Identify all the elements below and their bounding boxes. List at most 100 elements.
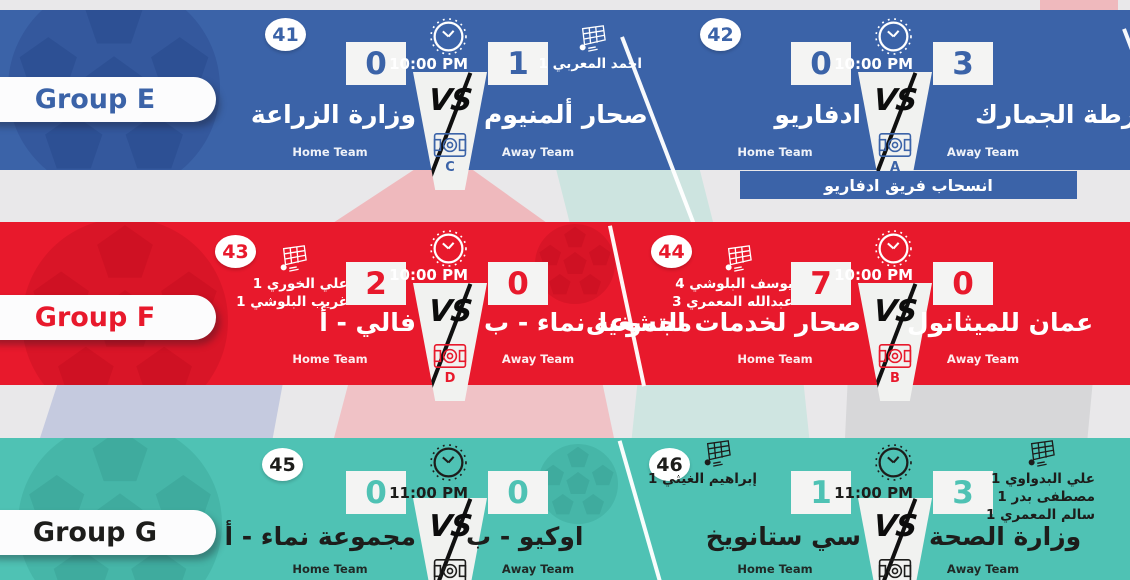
goal-icon: [724, 245, 752, 272]
match-46-card: 46 إبراهيم الغيثي 1 1 11:00 PM 3 علي الب…: [635, 438, 1130, 580]
match-41-card: 41 0 10:00 PM 1 احمد المعربي 1 VS C وزار…: [190, 10, 710, 190]
away-team-label: Away Team: [501, 562, 575, 576]
vs-badge: VS D: [413, 283, 487, 401]
kickoff-time: 11:00 PM: [389, 484, 468, 502]
away-score: 3: [933, 42, 993, 85]
goal-icon: [578, 25, 606, 52]
match-number-badge: 41: [265, 18, 306, 51]
home-team-label: Home Team: [292, 145, 368, 159]
home-score: 0: [791, 42, 851, 85]
vs-label: VS: [426, 83, 474, 118]
kickoff-time: 10:00 PM: [834, 55, 913, 73]
away-team-label: Away Team: [946, 352, 1020, 366]
goal-icon: [1027, 440, 1055, 467]
goal-icon: [703, 440, 731, 467]
match-number-badge: 44: [651, 235, 692, 268]
background-shape: [1040, 0, 1118, 10]
group-letter: D: [444, 371, 456, 386]
home-team-name: فالي - أ: [319, 308, 416, 337]
away-team-label: Away Team: [946, 145, 1020, 159]
group-g-band: Group G 45 0 11:00 PM 0 VS مجموعة نماء -…: [0, 438, 1130, 580]
scorer-line: احمد المعربي 1: [538, 56, 642, 72]
scorer-line: عبدالله المعمري 3: [672, 294, 793, 310]
home-team-label: Home Team: [737, 562, 813, 576]
away-team-label: Away Team: [501, 352, 575, 366]
home-score: 0: [346, 471, 406, 514]
home-score: 7: [791, 262, 851, 305]
match-number-badge: 42: [700, 18, 741, 51]
vs-label: VS: [426, 294, 474, 329]
away-score: 1: [488, 42, 548, 85]
match-44-card: 44 يوسف البلوشي 4 عبدالله المعمري 3 7 10…: [585, 222, 1130, 401]
scorer-line: يوسف البلوشي 4: [675, 276, 793, 292]
match-number-badge: 46: [649, 448, 690, 481]
home-team-label: Home Team: [737, 352, 813, 366]
kickoff-time: 10:00 PM: [389, 55, 468, 73]
withdrawal-banner: انسحاب فريق ادفاريو: [740, 171, 1077, 199]
home-team-name: صحار لخدمات التشغيل: [585, 308, 861, 337]
scorer-line: إبراهيم الغيثي 1: [648, 471, 757, 487]
group-letter: B: [890, 371, 900, 386]
clock-icon: [430, 444, 467, 481]
home-team-name: ادفاريو: [774, 100, 861, 129]
away-score: 0: [488, 471, 548, 514]
clock-icon: [875, 230, 912, 267]
away-team-name: وزارة الصحة: [929, 522, 1082, 551]
home-scorers: يوسف البلوشي 4 عبدالله المعمري 3: [672, 244, 793, 311]
vs-label: VS: [871, 509, 919, 544]
scorer-line: غريب البلوشي 1: [236, 294, 348, 310]
match-number: 41: [272, 23, 299, 46]
away-scorers: علي البدواوي 1 مصطفى بدر 1 سالم المعمري …: [986, 439, 1095, 524]
home-team-label: Home Team: [292, 562, 368, 576]
away-scorers: احمد المعربي 1: [538, 24, 642, 73]
background-shape: [334, 385, 614, 438]
group-letter: C: [445, 160, 455, 175]
kickoff-time: 10:00 PM: [834, 266, 913, 284]
vs-badge: VS B: [858, 283, 932, 401]
match-43-card: 43 علي الخوري 1 غريب البلوشي 1 2 10:00 P…: [190, 222, 710, 401]
match-42-card: 42 0 10:00 PM 3 VS A ادفاريو Home Team ش…: [635, 10, 1130, 190]
group-label: Group G: [32, 517, 158, 548]
away-team-name: شرطة الجمارك: [975, 100, 1130, 129]
clock-icon: [875, 444, 912, 481]
away-score: 0: [488, 262, 548, 305]
home-team-name: مجموعة نماء - أ: [224, 522, 416, 551]
home-team-name: سي ستانويخ: [705, 522, 861, 551]
scorer-line: مصطفى بدر 1: [997, 489, 1095, 505]
away-team-name: مجموعة نماء - ب: [484, 308, 693, 337]
group-f-band: Group F 43 علي الخوري 1 غريب البلوشي 1 2…: [0, 222, 1130, 401]
vs-label: VS: [871, 83, 919, 118]
clock-icon: [875, 18, 912, 55]
home-score: 1: [791, 471, 851, 514]
away-score: 3: [933, 471, 993, 514]
group-e-band: Group E 41 0 10:00 PM 1 احمد المعربي 1 V…: [0, 10, 1130, 236]
group-label: Group F: [34, 302, 156, 333]
scorer-line: علي الخوري 1: [252, 276, 348, 292]
group-letter: A: [889, 160, 901, 175]
scorer-line: علي البدواوي 1: [991, 471, 1095, 487]
group-label: Group E: [34, 84, 156, 115]
background-shape: [40, 385, 283, 438]
home-score: 0: [346, 42, 406, 85]
away-team-name: عمان للميثانول: [907, 308, 1094, 337]
group-label-pill: Group E: [0, 77, 216, 122]
home-scorers: إبراهيم الغيثي 1: [648, 439, 757, 488]
clock-icon: [430, 18, 467, 55]
match-number-badge: 45: [262, 448, 303, 481]
away-team-name: اوكيو - ب: [466, 522, 584, 551]
group-label-pill: Group G: [0, 510, 216, 555]
away-team-label: Away Team: [946, 562, 1020, 576]
match-number-badge: 43: [215, 235, 256, 268]
home-scorers: علي الخوري 1 غريب البلوشي 1: [236, 244, 348, 311]
goal-icon: [279, 245, 307, 272]
home-team-label: Home Team: [737, 145, 813, 159]
kickoff-time: 10:00 PM: [389, 266, 468, 284]
home-team-name: وزارة الزراعة: [250, 100, 416, 129]
group-label-pill: Group F: [0, 295, 216, 340]
kickoff-time: 11:00 PM: [834, 484, 913, 502]
match-45-card: 45 0 11:00 PM 0 VS مجموعة نماء - أ Home …: [190, 438, 710, 580]
away-team-label: Away Team: [501, 145, 575, 159]
background-shape: [631, 385, 810, 438]
away-team-name: صحار ألمنيوم: [484, 100, 648, 129]
